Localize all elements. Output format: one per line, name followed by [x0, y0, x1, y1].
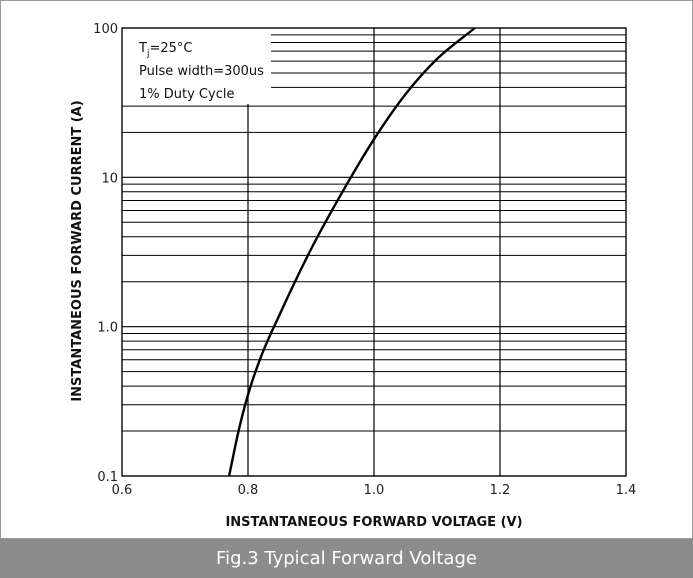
- annotation-duty-cycle: 1% Duty Cycle: [139, 87, 234, 102]
- annotation-pulse-width: Pulse width=300us: [139, 64, 264, 79]
- x-tick-label: 1.4: [616, 483, 637, 498]
- forward-voltage-chart: Tj=25°C Pulse width=300us 1% Duty Cycle …: [70, 22, 636, 530]
- annotation-box: [123, 34, 271, 104]
- chart-frame: Tj=25°C Pulse width=300us 1% Duty Cycle …: [0, 0, 693, 539]
- x-tick-label: 1.0: [364, 483, 385, 498]
- forward-voltage-curve: [227, 27, 476, 477]
- tick-layer: 0.6 0.8 1.0 1.2 1.4 0.1 1.0 10 100: [93, 22, 636, 498]
- x-axis-title: INSTANTANEOUS FORWARD VOLTAGE (V): [225, 515, 522, 530]
- y-tick-label: 0.1: [97, 470, 118, 485]
- x-tick-label: 1.2: [490, 483, 511, 498]
- figure-caption: Fig.3 Typical Forward Voltage: [0, 539, 693, 578]
- plot-border: [121, 27, 627, 477]
- x-tick-label: 0.6: [112, 483, 133, 498]
- y-tick-label: 1.0: [97, 321, 118, 336]
- y-axis-title: INSTANTANEOUS FORWARD CURRENT (A): [70, 100, 85, 401]
- y-tick-label: 100: [93, 22, 118, 37]
- annotation-layer: Tj=25°C Pulse width=300us 1% Duty Cycle: [123, 34, 271, 104]
- curve-layer: [227, 27, 476, 477]
- annotation-temperature: Tj=25°C: [138, 41, 192, 59]
- grid-layer: [121, 27, 627, 477]
- x-tick-label: 0.8: [238, 483, 259, 498]
- y-tick-label: 10: [101, 171, 118, 186]
